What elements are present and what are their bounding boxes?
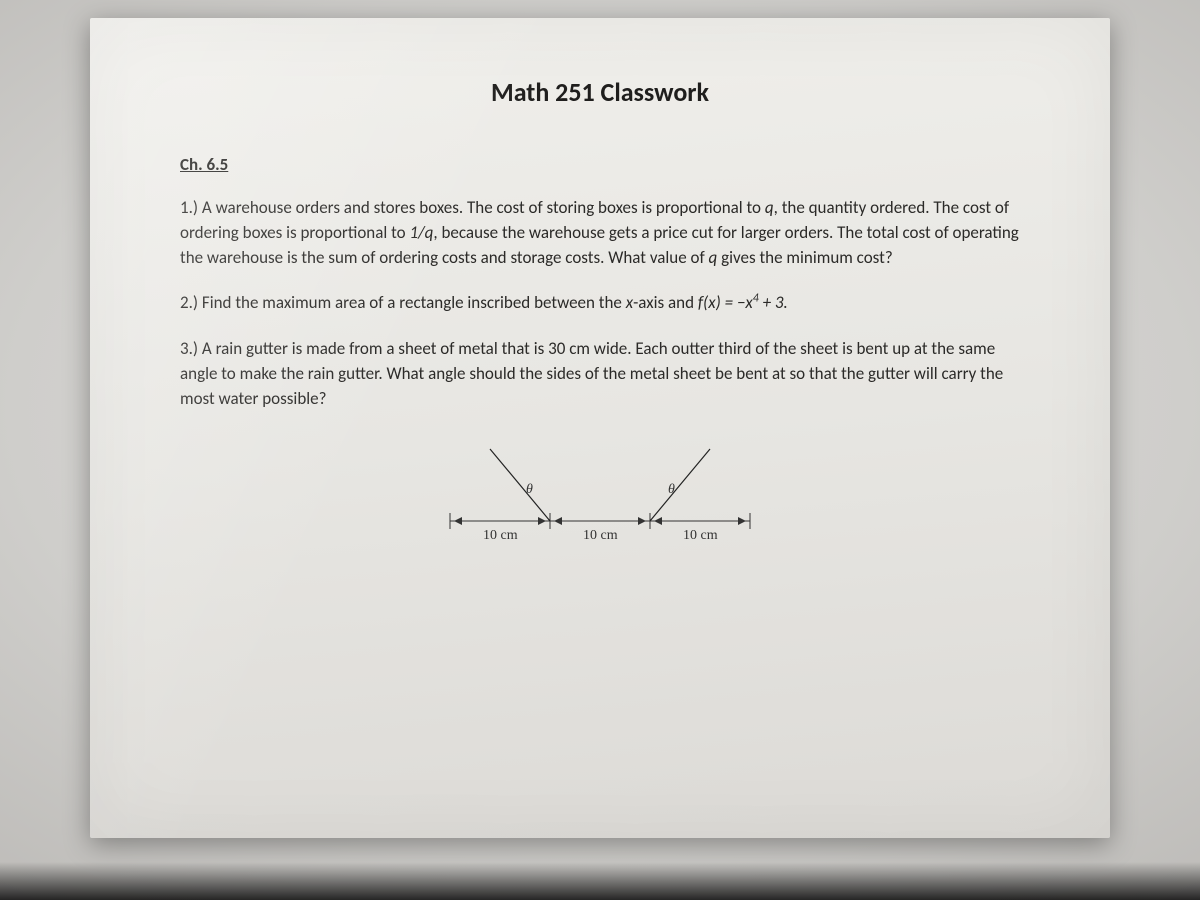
problem-1: 1.) A warehouse orders and stores boxes.… <box>180 195 1020 270</box>
problem-2-formula: f(x) = −x4 + 3. <box>698 292 788 313</box>
problem-2: 2.) Find the maximum area of a rectangle… <box>180 290 1020 315</box>
page-title: Math 251 Classwork <box>180 76 1020 108</box>
seg-3-label: 10 cm <box>683 528 718 543</box>
problem-3-number: 3.) <box>180 338 198 359</box>
seg-1-label: 10 cm <box>483 528 518 543</box>
seg-2-label: 10 cm <box>583 528 618 543</box>
problem-1-text-d: gives the minimum cost? <box>717 247 892 268</box>
problem-2-xaxis: x <box>626 292 633 313</box>
problem-2-number: 2.) <box>180 292 198 313</box>
theta-left-label: θ <box>526 482 533 497</box>
problem-2-text-a: Find the maximum area of a rectangle ins… <box>202 292 626 313</box>
gutter-diagram: θ θ 10 cm 10 cm 10 cm <box>420 431 780 571</box>
problem-1-inv: 1/q <box>409 222 433 243</box>
gutter-diagram-wrap: θ θ 10 cm 10 cm 10 cm <box>180 431 1020 571</box>
worksheet-page: Math 251 Classwork Ch. 6.5 1.) A warehou… <box>90 18 1110 838</box>
problem-3: 3.) A rain gutter is made from a sheet o… <box>180 336 1020 411</box>
monitor-bezel-shadow <box>0 862 1200 900</box>
chapter-heading: Ch. 6.5 <box>180 154 1020 175</box>
problem-1-q2: q <box>709 247 718 268</box>
problem-2-fx: f(x) = −x <box>698 292 753 313</box>
problem-1-q1: q <box>765 197 774 218</box>
problem-3-text: A rain gutter is made from a sheet of me… <box>180 338 1003 409</box>
problem-1-text-a: A warehouse orders and stores boxes. The… <box>202 197 765 218</box>
problem-2-tail: + 3. <box>759 292 788 313</box>
problem-2-text-b: -axis and <box>633 292 698 313</box>
theta-right-label: θ <box>668 482 675 497</box>
problem-1-number: 1.) <box>180 197 198 218</box>
